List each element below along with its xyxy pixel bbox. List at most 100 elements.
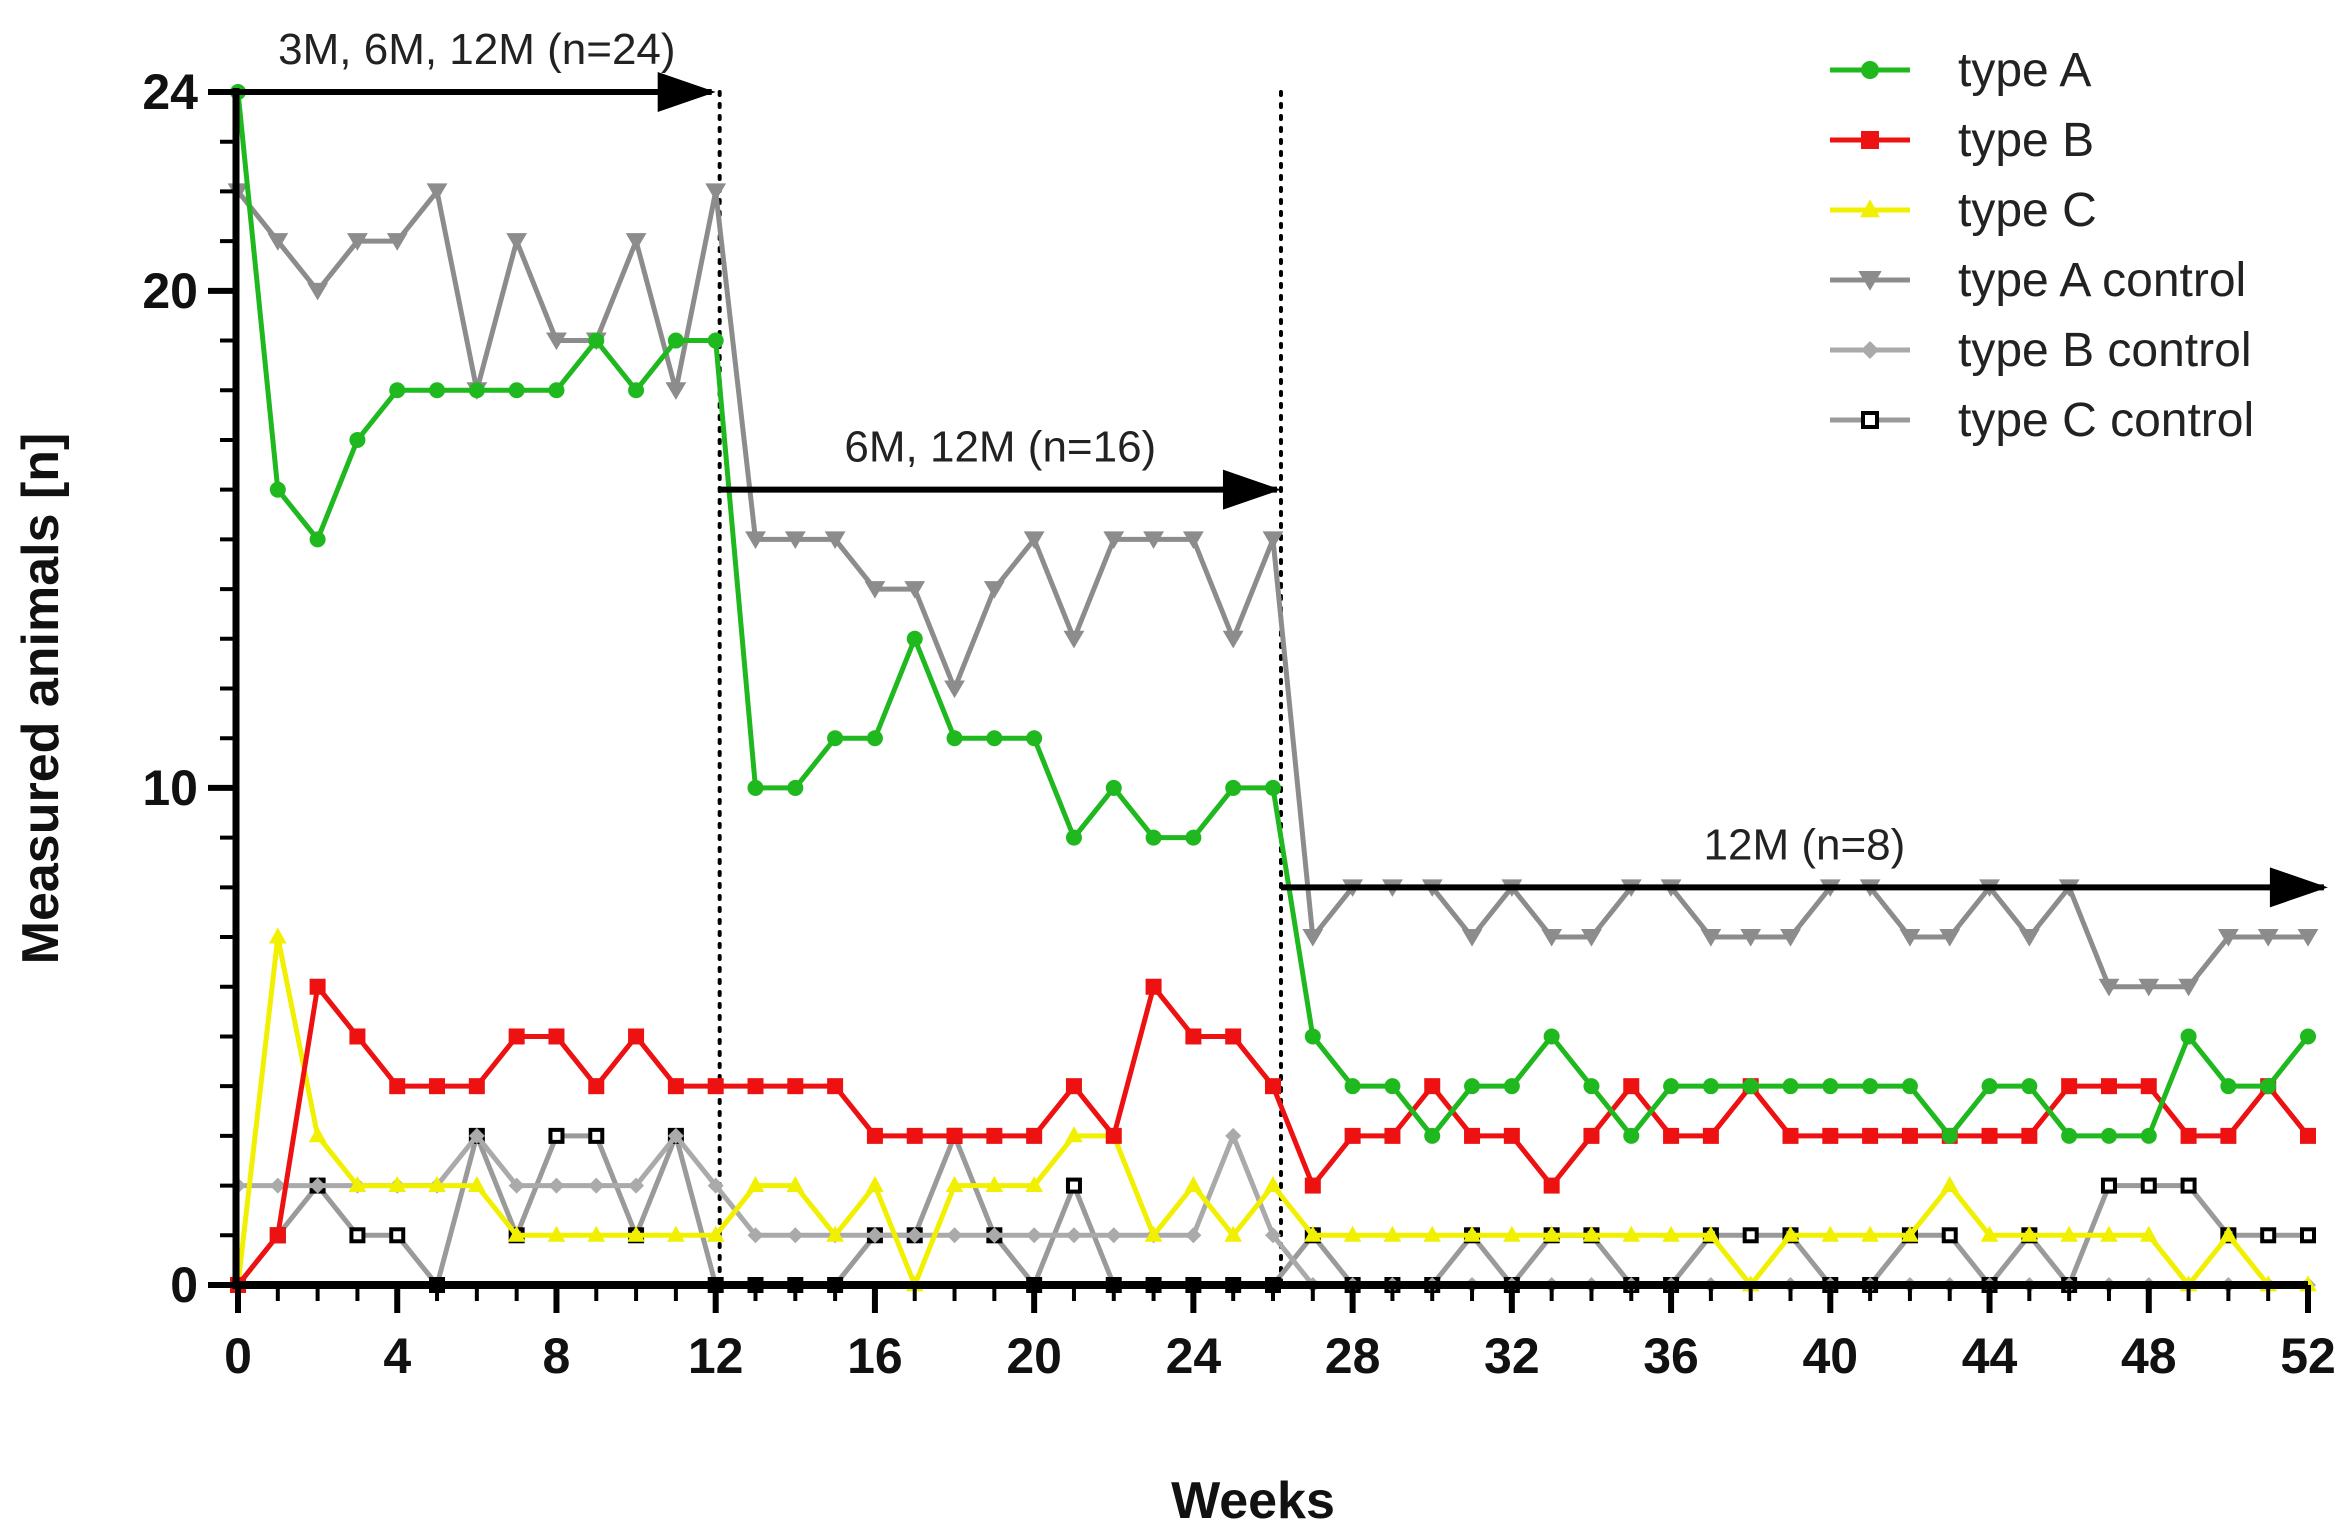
data-point-type-b (1225, 1028, 1242, 1045)
data-point-type-c (1463, 1225, 1481, 1242)
data-point-type-c-control (2140, 1177, 2157, 1194)
data-point-type-b (1623, 1078, 1640, 1095)
data-point-type-b (628, 1028, 645, 1045)
x-tick-label: 32 (1484, 1328, 1540, 1384)
data-point-type-a (2140, 1127, 2157, 1144)
data-point-type-b (2180, 1127, 2197, 1144)
data-point-type-a-control (546, 332, 567, 351)
data-point-type-c (1423, 1225, 1442, 1242)
x-tick-label: 40 (1802, 1328, 1858, 1384)
data-point-type-b-control (309, 1177, 326, 1194)
data-point-type-c (1184, 1175, 1203, 1192)
data-point-type-c (1304, 1225, 1322, 1242)
data-point-type-a (588, 332, 605, 349)
data-point-type-a (747, 779, 764, 796)
data-point-type-a (1185, 829, 1202, 846)
data-point-type-a-control (1262, 531, 1284, 549)
data-point-type-b-control (1265, 1227, 1281, 1244)
data-point-type-a (2260, 1078, 2277, 1095)
x-tick-label: 16 (847, 1328, 903, 1384)
data-point-type-c (1662, 1225, 1680, 1242)
data-point-type-c-control (548, 1127, 565, 1144)
y-axis-title: Measured animals [n] (12, 433, 70, 965)
data-point-type-a (827, 730, 844, 747)
data-point-type-a-control (2217, 929, 2239, 947)
data-point-type-c (1503, 1225, 1521, 1242)
x-tick-label: 4 (383, 1328, 411, 1384)
data-point-type-a-control (824, 531, 846, 549)
legend-marker (1861, 411, 1879, 429)
x-tick-label: 36 (1643, 1328, 1699, 1384)
legend-marker (1861, 61, 1879, 79)
data-point-type-b-control (1185, 1227, 1202, 1244)
data-point-type-a (2100, 1127, 2117, 1144)
legend-marker (1860, 199, 1880, 218)
data-point-type-c (547, 1225, 566, 1242)
data-point-type-b (588, 1078, 605, 1095)
data-point-type-a (707, 332, 724, 349)
series-line-type-a-control (236, 188, 2308, 990)
data-point-type-a-control (983, 581, 1005, 599)
data-point-type-a (906, 630, 923, 647)
data-point-type-b (548, 1028, 565, 1045)
data-point-type-c (1940, 1175, 1959, 1192)
data-point-type-a (1702, 1078, 1719, 1095)
data-point-type-c-control (1065, 1177, 1082, 1194)
data-point-type-a (468, 382, 485, 399)
data-point-type-c (866, 1175, 884, 1192)
x-tick-label: 52 (2280, 1328, 2336, 1384)
data-point-type-b (866, 1127, 883, 1144)
data-point-type-b (1145, 978, 1162, 995)
phase-arrow-head (2269, 867, 2328, 908)
data-point-type-a-control (1063, 630, 1085, 649)
phase-label: 12M (n=8) (1704, 820, 1906, 869)
data-point-type-b-control (946, 1227, 963, 1244)
data-point-type-c-control (389, 1227, 406, 1244)
data-point-type-a-control (1700, 929, 1722, 947)
data-point-type-c (786, 1175, 805, 1192)
data-point-type-b (1822, 1127, 1839, 1144)
data-point-type-c (2060, 1225, 2078, 1242)
data-point-type-c (348, 1175, 367, 1192)
data-point-type-b-control (628, 1177, 645, 1194)
data-point-type-b-control (548, 1177, 565, 1194)
data-point-type-a-control (665, 382, 687, 400)
data-point-type-a-control (1899, 929, 1921, 947)
data-point-type-a (1901, 1078, 1918, 1095)
data-point-type-a-control (2178, 978, 2199, 997)
data-point-type-a (1304, 1028, 1321, 1045)
data-point-type-a (667, 332, 684, 349)
data-point-type-a (986, 730, 1003, 747)
data-point-type-b (1026, 1127, 1043, 1144)
data-point-type-c (269, 927, 287, 944)
data-point-type-b (1304, 1177, 1321, 1194)
series-type-a (230, 84, 2316, 1144)
data-point-type-c (2139, 1225, 2158, 1242)
data-point-type-b-control (508, 1177, 525, 1194)
data-point-type-a (548, 382, 565, 399)
data-point-type-a-control (1461, 929, 1483, 947)
data-point-type-a (2021, 1078, 2038, 1095)
data-point-type-a-control (307, 282, 329, 301)
data-point-type-b-control (986, 1227, 1003, 1244)
legend-item-type-c: type C (1830, 184, 2097, 237)
data-point-type-a (1822, 1078, 1839, 1095)
data-point-type-b (1503, 1127, 1520, 1144)
data-point-type-c (985, 1175, 1004, 1192)
data-point-type-a (1583, 1078, 1600, 1095)
data-point-type-b (1862, 1127, 1879, 1144)
data-point-type-a-control (426, 183, 448, 202)
data-point-type-c-control (2100, 1177, 2117, 1194)
data-point-type-c (826, 1225, 844, 1242)
data-point-type-b (1583, 1127, 1600, 1144)
data-point-type-a-control (904, 581, 926, 599)
data-point-type-c (1702, 1225, 1720, 1242)
x-tick-label: 48 (2121, 1328, 2177, 1384)
x-tick-label: 28 (1325, 1328, 1381, 1384)
data-point-type-b-control (1026, 1227, 1043, 1244)
x-tick-label: 44 (1962, 1328, 2018, 1384)
data-point-type-b (1663, 1127, 1680, 1144)
data-point-type-b (508, 1028, 525, 1045)
data-point-type-b-control (787, 1227, 804, 1244)
data-point-type-b-control (667, 1127, 684, 1144)
